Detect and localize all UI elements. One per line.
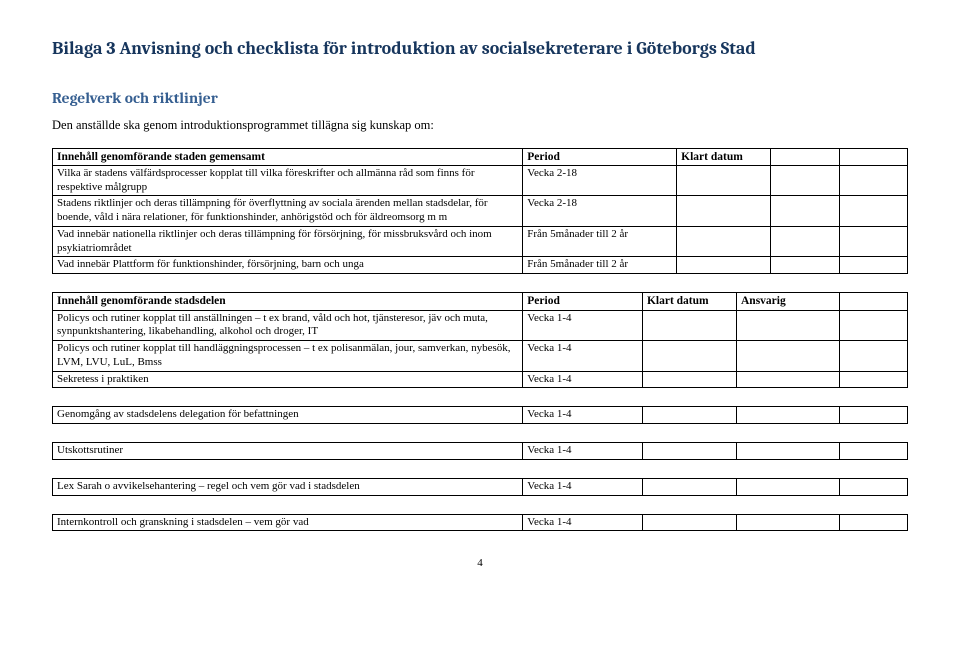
cell-empty [839, 196, 907, 227]
cell-content: Sekretess i praktiken [53, 371, 523, 388]
cell-content: Policys och rutiner kopplat till anställ… [53, 310, 523, 341]
table-row: Internkontroll och granskning i stadsdel… [53, 514, 908, 531]
cell-empty [737, 310, 840, 341]
cell-period: Vecka 1-4 [523, 310, 643, 341]
cell-content: Internkontroll och granskning i stadsdel… [53, 514, 523, 531]
col-header-period: Period [523, 293, 643, 310]
col-header-ansvarig: Ansvarig [737, 293, 840, 310]
table-row: Policys och rutiner kopplat till handläg… [53, 341, 908, 372]
cell-content: Vad innebär nationella riktlinjer och de… [53, 226, 523, 257]
cell-content: Vad innebär Plattform för funktionshinde… [53, 257, 523, 274]
cell-empty [642, 341, 736, 372]
cell-empty [642, 514, 736, 531]
cell-empty [642, 371, 736, 388]
table-row: Vilka är stadens välfärdsprocesser koppl… [53, 165, 908, 196]
cell-empty [839, 165, 907, 196]
col-header-empty [839, 148, 907, 165]
table-stadsdelen-row: Lex Sarah o avvikelsehantering – regel o… [52, 478, 908, 496]
table-row: Stadens riktlinjer och deras tillämpning… [53, 196, 908, 227]
cell-period: Vecka 1-4 [523, 407, 643, 424]
table-staden-gemensamt: Innehåll genomförande staden gemensamt P… [52, 148, 908, 275]
cell-period: Vecka 1-4 [523, 478, 643, 495]
cell-empty [839, 341, 907, 372]
cell-empty [737, 341, 840, 372]
cell-empty [642, 310, 736, 341]
cell-empty [839, 371, 907, 388]
section-title: Regelverk och riktlinjer [52, 89, 908, 108]
cell-empty [642, 478, 736, 495]
cell-empty [677, 165, 771, 196]
cell-empty [677, 226, 771, 257]
col-header-content: Innehåll genomförande stadsdelen [53, 293, 523, 310]
cell-empty [771, 196, 839, 227]
cell-empty [737, 407, 840, 424]
table-stadsdelen-row: Internkontroll och granskning i stadsdel… [52, 514, 908, 532]
table-row: Vad innebär nationella riktlinjer och de… [53, 226, 908, 257]
cell-content: Vilka är stadens välfärdsprocesser koppl… [53, 165, 523, 196]
col-header-empty [839, 293, 907, 310]
cell-content: Lex Sarah o avvikelsehantering – regel o… [53, 478, 523, 495]
cell-empty [839, 257, 907, 274]
table-stadsdelen: Innehåll genomförande stadsdelen Period … [52, 292, 908, 388]
cell-empty [737, 443, 840, 460]
cell-content: Policys och rutiner kopplat till handläg… [53, 341, 523, 372]
cell-empty [771, 257, 839, 274]
page-number: 4 [52, 557, 908, 571]
cell-empty [642, 407, 736, 424]
col-header-period: Period [523, 148, 677, 165]
cell-empty [737, 371, 840, 388]
cell-period: Från 5månader till 2 år [523, 257, 677, 274]
cell-empty [839, 443, 907, 460]
cell-empty [839, 407, 907, 424]
cell-empty [771, 165, 839, 196]
cell-empty [737, 478, 840, 495]
cell-empty [839, 514, 907, 531]
table-row: Lex Sarah o avvikelsehantering – regel o… [53, 478, 908, 495]
col-header-empty [771, 148, 839, 165]
cell-content: Utskottsrutiner [53, 443, 523, 460]
cell-period: Vecka 2-18 [523, 196, 677, 227]
table-row: Vad innebär Plattform för funktionshinde… [53, 257, 908, 274]
cell-empty [677, 257, 771, 274]
table-row: Policys och rutiner kopplat till anställ… [53, 310, 908, 341]
cell-period: Vecka 1-4 [523, 514, 643, 531]
cell-empty [839, 226, 907, 257]
table-row: Sekretess i praktiken Vecka 1-4 [53, 371, 908, 388]
cell-empty [642, 443, 736, 460]
table-stadsdelen-row: Utskottsrutiner Vecka 1-4 [52, 442, 908, 460]
cell-content: Stadens riktlinjer och deras tillämpning… [53, 196, 523, 227]
cell-empty [677, 196, 771, 227]
table-header-row: Innehåll genomförande stadsdelen Period … [53, 293, 908, 310]
col-header-klart: Klart datum [642, 293, 736, 310]
table-row: Utskottsrutiner Vecka 1-4 [53, 443, 908, 460]
cell-period: Vecka 1-4 [523, 443, 643, 460]
table-stadsdelen-row: Genomgång av stadsdelens delegation för … [52, 406, 908, 424]
cell-period: Vecka 1-4 [523, 371, 643, 388]
col-header-content: Innehåll genomförande staden gemensamt [53, 148, 523, 165]
intro-text: Den anställde ska genom introduktionspro… [52, 118, 908, 134]
col-header-klart: Klart datum [677, 148, 771, 165]
cell-content: Genomgång av stadsdelens delegation för … [53, 407, 523, 424]
cell-period: Från 5månader till 2 år [523, 226, 677, 257]
cell-empty [737, 514, 840, 531]
cell-period: Vecka 1-4 [523, 341, 643, 372]
cell-period: Vecka 2-18 [523, 165, 677, 196]
cell-empty [839, 310, 907, 341]
cell-empty [771, 226, 839, 257]
table-header-row: Innehåll genomförande staden gemensamt P… [53, 148, 908, 165]
table-row: Genomgång av stadsdelens delegation för … [53, 407, 908, 424]
document-title: Bilaga 3 Anvisning och checklista för in… [52, 38, 908, 61]
cell-empty [839, 478, 907, 495]
